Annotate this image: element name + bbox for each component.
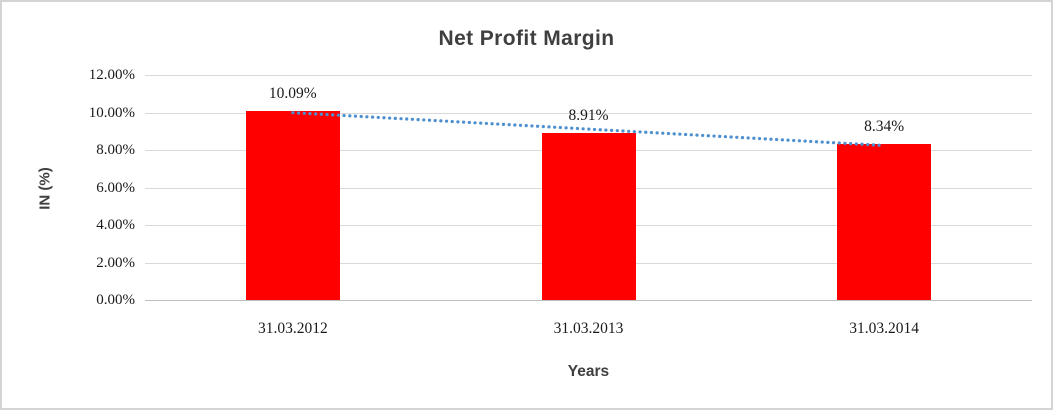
bar-value-label: 8.91% (568, 106, 609, 124)
gridline (145, 75, 1032, 76)
x-axis-title: Years (567, 363, 610, 380)
x-tick-label: 31.03.2012 (257, 320, 328, 337)
x-axis-tick-labels: 31.03.2012 31.03.2013 31.03.2014 (145, 320, 1032, 340)
y-tick-label: 6.00% (96, 179, 135, 196)
y-axis-title: IN (%) (36, 167, 54, 210)
y-tick-label: 2.00% (96, 254, 135, 271)
y-tick-label: 0.00% (96, 292, 135, 308)
bar (245, 110, 340, 300)
y-tick-label: 10.00% (88, 104, 135, 121)
x-tick-label: 31.03.2013 (553, 320, 624, 337)
bar-group: 8.34% (837, 75, 932, 300)
bar (837, 143, 932, 300)
bar (541, 132, 636, 300)
bar-group: 8.91% (541, 75, 636, 300)
chart-title: Net Profit Margin (438, 27, 615, 50)
y-tick-label: 12.00% (88, 67, 135, 83)
bar-group: 10.09% (245, 75, 340, 300)
bar-value-label: 10.09% (268, 84, 317, 102)
y-axis-tick-labels: 12.00% 10.00% 8.00% 6.00% 4.00% 2.00% 0.… (2, 67, 135, 308)
y-tick-label: 4.00% (96, 217, 135, 233)
bar-value-label: 8.34% (864, 117, 905, 135)
plot-area: 10.09% 8.91% 8.34% (145, 75, 1032, 301)
y-tick-label: 8.00% (96, 142, 135, 158)
x-tick-label: 31.03.2014 (849, 320, 920, 337)
